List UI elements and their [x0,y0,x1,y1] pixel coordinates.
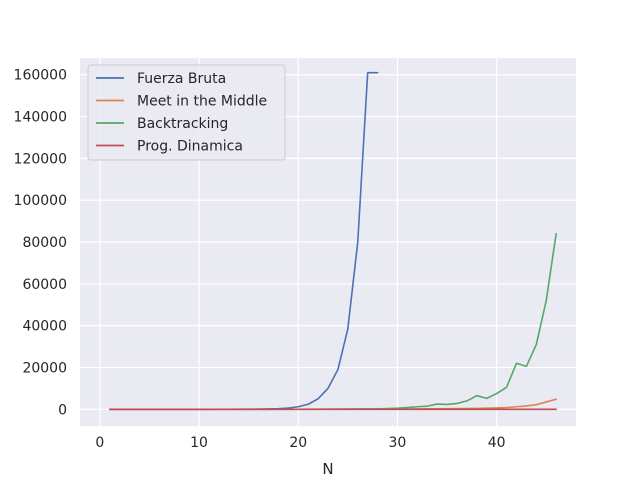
x-tick-label: 40 [488,435,506,451]
y-tick-label: 60000 [22,277,67,293]
legend-entry-label: Prog. Dinamica [137,139,243,155]
y-tick-label: 80000 [22,235,67,251]
y-tick-label: 0 [58,402,67,418]
x-tick-labels: 0 10 20 30 40 [95,435,505,451]
y-tick-label: 120000 [14,151,67,167]
x-axis-label: N [322,460,333,478]
y-tick-label: 140000 [14,110,67,126]
y-tick-labels: 0 20000 40000 60000 80000 100000 120000 140000 1… [14,68,67,419]
series-layer [108,71,557,411]
legend: Fuerza Bruta Meet in the Middle Backtracki… [87,64,286,161]
grid-lines [80,58,576,426]
x-tick-label: 0 [95,435,104,451]
x-tick-label: 20 [289,435,307,451]
legend-entry-label: Meet in the Middle [137,94,267,110]
x-tick-label: 30 [389,435,407,451]
y-tick-label: 100000 [14,193,67,209]
y-tick-label: 20000 [22,360,67,376]
legend-entry-label: Backtracking [137,116,228,132]
legend-entry-label: Fuerza Bruta [137,71,226,87]
legend-box [87,64,286,161]
x-tick-label: 10 [190,435,208,451]
y-tick-label: 160000 [14,68,67,84]
y-tick-label: 40000 [22,319,67,335]
